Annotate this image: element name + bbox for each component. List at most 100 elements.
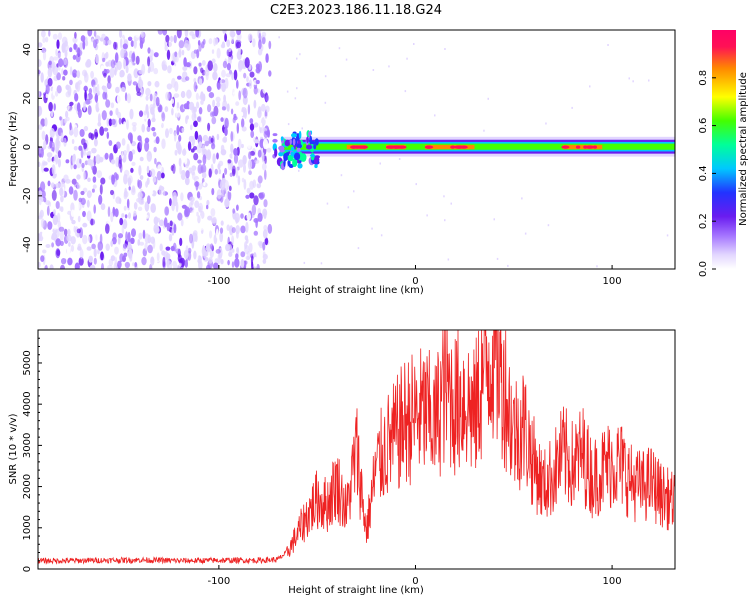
- heatmap-noise-cell: [91, 243, 96, 250]
- heatmap-noise-cell: [217, 163, 221, 170]
- heatmap-noise-cell: [50, 109, 54, 117]
- heatmap-noise-cell: [55, 182, 61, 189]
- heatmap-noise-cell: [123, 193, 128, 200]
- heatmap-peak-cell: [425, 145, 433, 149]
- heatmap-noise-cell: [49, 264, 54, 269]
- heatmap-noise-cell: [137, 179, 143, 189]
- heatmap-noise-cell: [106, 81, 112, 90]
- heatmap-noise-cell: [265, 94, 270, 102]
- heatmap-noise-cell: [147, 56, 151, 67]
- heatmap-noise-cell: [63, 118, 68, 124]
- heatmap-noise-cell: [236, 79, 239, 89]
- heatmap-band-onset-cell: [289, 138, 292, 145]
- heatmap-noise-cell: [193, 230, 198, 237]
- heatmap-noise-cell: [69, 47, 73, 53]
- heatmap-noise-cell: [103, 72, 107, 78]
- heatmap-noise-cell: [173, 131, 177, 142]
- heatmap-noise-cell: [147, 244, 153, 254]
- heatmap-sparse-cell: [666, 234, 669, 237]
- heatmap-noise-cell: [180, 192, 184, 202]
- heatmap-noise-cell: [190, 200, 194, 206]
- heatmap-y-tick-label: 20: [22, 92, 33, 105]
- heatmap-noise-cell: [101, 110, 107, 121]
- heatmap-noise-cell: [96, 170, 103, 179]
- heatmap-noise-cell: [60, 132, 64, 142]
- heatmap-noise-cell: [145, 87, 151, 97]
- heatmap-noise-cell: [117, 236, 121, 245]
- heatmap-sparse-cell: [278, 36, 280, 39]
- heatmap-noise-cell: [43, 140, 47, 150]
- heatmap-noise-cell: [241, 177, 245, 183]
- heatmap-noise-cell: [172, 195, 178, 207]
- heatmap-noise-cell: [85, 98, 91, 105]
- heatmap-noise-cell: [132, 81, 138, 86]
- heatmap-noise-cell: [220, 220, 224, 226]
- heatmap-noise-cell: [261, 162, 267, 171]
- heatmap-band-onset-cell: [272, 133, 278, 137]
- heatmap-noise-cell: [190, 124, 193, 131]
- heatmap-noise-cell: [63, 69, 68, 76]
- heatmap-noise-cell: [177, 144, 182, 155]
- heatmap-noise-cell: [221, 41, 225, 48]
- heatmap-noise-cell: [191, 112, 197, 122]
- heatmap-noise-cell: [52, 56, 59, 61]
- heatmap-noise-cell: [73, 189, 78, 201]
- heatmap-noise-cell: [76, 174, 81, 180]
- heatmap-noise-cell: [165, 34, 170, 43]
- heatmap-noise-cell: [69, 79, 73, 86]
- heatmap-noise-cell: [49, 140, 53, 149]
- heatmap-noise-cell: [79, 42, 84, 50]
- heatmap-noise-cell: [52, 33, 58, 40]
- heatmap-noise-cell: [257, 175, 263, 184]
- heatmap-noise-cell: [244, 57, 250, 69]
- heatmap-noise-cell: [119, 253, 124, 263]
- heatmap-noise-cell: [80, 148, 84, 159]
- heatmap-noise-cell: [93, 128, 98, 140]
- heatmap-noise-cell: [183, 57, 187, 67]
- heatmap-noise-cell: [249, 192, 255, 199]
- heatmap-noise-cell: [180, 218, 184, 227]
- heatmap-noise-cell: [83, 101, 86, 112]
- heatmap-noise-cell: [77, 80, 82, 85]
- heatmap-noise-cell: [83, 171, 86, 181]
- heatmap-noise-cell: [201, 60, 206, 66]
- heatmap-peak-cell: [561, 145, 570, 149]
- heatmap-noise-cell: [216, 47, 221, 59]
- heatmap-noise-cell: [83, 149, 87, 156]
- heatmap-noise-cell: [110, 240, 113, 247]
- heatmap-sparse-cell: [372, 69, 375, 71]
- heatmap-noise-cell: [126, 244, 133, 251]
- heatmap-noise-cell: [213, 262, 219, 269]
- heatmap-noise-cell: [264, 116, 269, 121]
- heatmap-noise-cell: [196, 49, 200, 59]
- heatmap-noise-cell: [233, 148, 238, 156]
- heatmap-noise-cell: [139, 40, 144, 49]
- heatmap-noise-cell: [135, 55, 140, 65]
- heatmap-peak-cell: [450, 145, 456, 149]
- heatmap-noise-cell: [40, 218, 45, 228]
- heatmap-noise-cell: [78, 257, 84, 266]
- heatmap-sparse-cell: [547, 224, 550, 227]
- heatmap-noise-cell: [151, 127, 156, 132]
- heatmap-noise-cell: [258, 32, 262, 43]
- heatmap-noise-cell: [144, 201, 150, 212]
- heatmap-noise-cell: [241, 107, 247, 115]
- heatmap-noise-cell: [108, 258, 114, 267]
- heatmap-noise-cell: [62, 76, 66, 81]
- heatmap-noise-cell: [93, 39, 97, 49]
- heatmap-noise-cell: [111, 118, 116, 125]
- heatmap-noise-cell: [249, 118, 254, 124]
- heatmap-band-onset-cell: [300, 153, 307, 162]
- heatmap-noise-cell: [38, 261, 41, 268]
- heatmap-noise-cell: [136, 91, 142, 97]
- heatmap-noise-cell: [118, 154, 123, 165]
- heatmap-noise-cell: [215, 38, 219, 45]
- heatmap-noise-cell: [193, 77, 197, 83]
- heatmap-noise-cell: [193, 250, 197, 260]
- heatmap-noise-cell: [254, 139, 260, 144]
- heatmap-noise-cell: [246, 250, 251, 260]
- heatmap-noise-cell: [56, 249, 61, 256]
- heatmap-noise-cell: [207, 122, 211, 132]
- heatmap-noise-cell: [105, 223, 110, 234]
- heatmap-noise-cell: [98, 99, 103, 110]
